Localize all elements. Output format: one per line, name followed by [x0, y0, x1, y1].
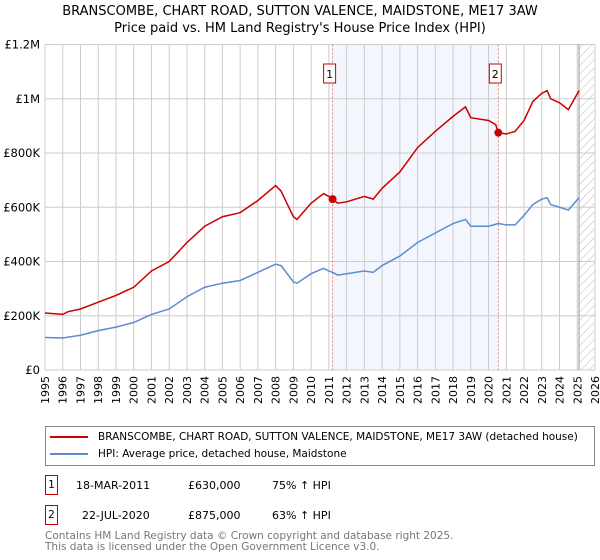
transaction-price: £875,000 [188, 508, 241, 522]
red-line-swatch [50, 436, 88, 438]
x-tick-label: 2013 [358, 376, 371, 404]
y-tick-label: £1M [15, 92, 40, 106]
x-tick-label: 1998 [92, 376, 105, 404]
series-line [44, 196, 580, 339]
x-tick-label: 2010 [305, 376, 318, 404]
x-tick-label: 2016 [412, 376, 425, 404]
x-tick-label: 2011 [323, 376, 336, 404]
x-tick-label: 2000 [128, 376, 141, 404]
x-tick-label: 1995 [39, 376, 52, 404]
footer-licence: This data is licensed under the Open Gov… [45, 541, 380, 553]
x-tick-label: 2018 [447, 376, 460, 404]
transaction-hpi: 75% ↑ HPI [272, 478, 331, 492]
y-tick-label: £0 [25, 363, 40, 377]
sale-marker-label: 2 [492, 68, 499, 81]
series-line [44, 89, 580, 316]
y-tick-label: £800K [3, 146, 40, 160]
x-tick-label: 2006 [234, 376, 247, 404]
legend-item-hpi: HPI: Average price, detached house, Maid… [50, 448, 347, 460]
sale-marker-box [488, 63, 502, 84]
x-tick-label: 2004 [199, 376, 212, 404]
x-tick-label: 1996 [57, 376, 70, 404]
x-tick-label: 2003 [181, 376, 194, 404]
x-tick-label: 2001 [145, 376, 158, 404]
chart-title: BRANSCOMBE, CHART ROAD, SUTTON VALENCE, … [62, 4, 538, 19]
x-tick-label: 2009 [287, 376, 300, 404]
x-tick-label: 2017 [429, 376, 442, 404]
transaction-date: 18-MAR-2011 [76, 478, 151, 492]
x-tick-label: 2024 [554, 376, 567, 404]
marker-badge: 1 [45, 475, 58, 495]
x-tick-label: 2020 [483, 376, 496, 404]
marker-badge: 2 [45, 505, 58, 525]
sale-marker-box [323, 63, 337, 84]
x-tick-label: 2025 [571, 376, 584, 404]
x-tick-label: 1999 [110, 376, 123, 404]
sale-point [494, 128, 503, 137]
x-tick-label: 2005 [216, 376, 229, 404]
x-tick-label: 2012 [341, 376, 354, 404]
transaction-hpi: 63% ↑ HPI [272, 508, 331, 522]
x-tick-label: 2007 [252, 376, 265, 404]
y-tick-label: £400K [3, 255, 40, 269]
transaction-row: 2 22-JUL-2020 £875,000 63% ↑ HPI [45, 505, 331, 525]
legend-item-property: BRANSCOMBE, CHART ROAD, SUTTON VALENCE, … [50, 431, 578, 443]
blue-line-swatch [50, 453, 88, 455]
x-tick-label: 1997 [74, 376, 87, 404]
x-tick-label: 2015 [394, 376, 407, 404]
x-tick-label: 2026 [589, 376, 600, 404]
legend-label: HPI: Average price, detached house, Maid… [98, 448, 347, 460]
y-tick-label: £1.2M [4, 38, 40, 52]
x-tick-label: 2002 [163, 376, 176, 404]
x-tick-label: 2022 [518, 376, 531, 404]
sale-marker-label: 1 [326, 68, 333, 81]
legend: BRANSCOMBE, CHART ROAD, SUTTON VALENCE, … [45, 426, 595, 466]
transaction-price: £630,000 [188, 478, 241, 492]
x-tick-label: 2014 [376, 376, 389, 404]
x-tick-label: 2008 [270, 376, 283, 404]
price-chart: 1995 1996 1997 1998 1999 2000 2001 2002 2003 2004… [3, 38, 600, 405]
transaction-row: 1 18-MAR-2011 £630,000 75% ↑ HPI [45, 475, 331, 495]
y-tick-label: £600K [3, 200, 40, 214]
legend-label: BRANSCOMBE, CHART ROAD, SUTTON VALENCE, … [98, 431, 578, 443]
transaction-date: 22-JUL-2020 [82, 508, 150, 522]
x-tick-label: 2023 [536, 376, 549, 404]
footer-copyright: Contains HM Land Registry data © Crown c… [45, 530, 454, 542]
x-tick-label: 2019 [465, 376, 478, 404]
y-tick-label: £200K [3, 309, 40, 323]
x-tick-label: 2021 [500, 376, 513, 404]
chart-subtitle: Price paid vs. HM Land Registry's House … [114, 21, 486, 36]
footer: Contains HM Land Registry data © Crown c… [45, 531, 453, 553]
sale-point [328, 195, 337, 204]
